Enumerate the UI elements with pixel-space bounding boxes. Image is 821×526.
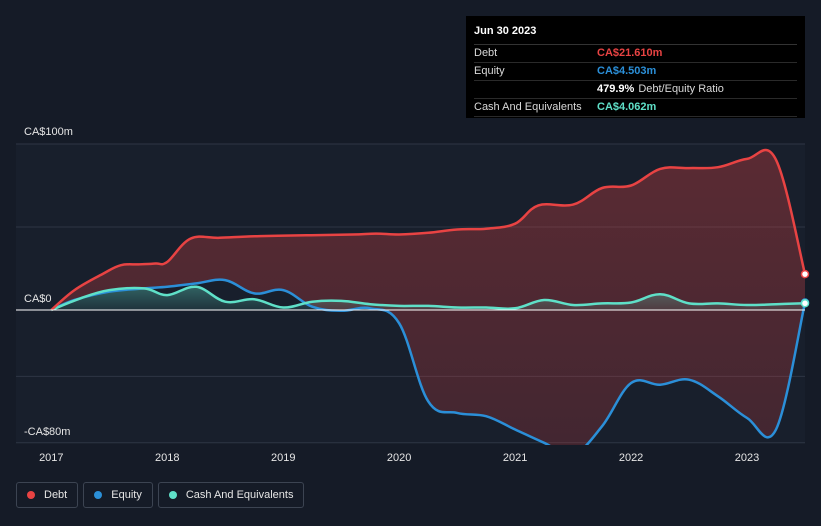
tooltip-panel: Jun 30 2023 Debt CA$21.610m Equity CA$4.… (466, 16, 805, 118)
legend-label: Equity (111, 489, 142, 501)
x-tick-label: 2019 (271, 452, 295, 464)
x-tick-label: 2020 (387, 452, 411, 464)
y-label-zero: CA$0 (24, 293, 52, 305)
tooltip-value-cash: CA$4.062m (597, 101, 657, 113)
legend-label: Cash And Equivalents (185, 489, 294, 501)
x-tick-label: 2023 (735, 452, 759, 464)
legend-item-debt[interactable]: Debt (16, 482, 79, 508)
debt-equity-area (51, 150, 805, 445)
tooltip-row-ratio: 479.9% Debt/Equity Ratio (474, 81, 797, 99)
tooltip-label: Equity (474, 65, 505, 77)
tooltip-row-debt: Debt CA$21.610m (474, 45, 797, 63)
tooltip-label: Cash And Equivalents (474, 101, 582, 113)
x-tick-label: 2021 (503, 452, 527, 464)
series-lines (50, 148, 806, 445)
x-axis-ticks: 2017 2018 2019 2020 2021 2022 2023 (39, 452, 759, 464)
debt-line (50, 148, 806, 311)
legend-item-cash[interactable]: Cash And Equivalents (157, 482, 305, 508)
debt-dot-icon (27, 491, 35, 499)
tooltip-label: Debt (474, 47, 498, 59)
x-tick-label: 2018 (155, 452, 179, 464)
tooltip-row-cash: Cash And Equivalents CA$4.062m (474, 99, 797, 117)
x-tick-label: 2022 (619, 452, 643, 464)
tooltip-value-ratio: 479.9% (597, 83, 635, 95)
tooltip-row-equity: Equity CA$4.503m (474, 63, 797, 81)
equity-line (50, 278, 806, 445)
tooltip-label (474, 81, 597, 98)
legend-item-equity[interactable]: Equity (83, 482, 153, 508)
tooltip-date: Jun 30 2023 (474, 22, 797, 45)
tooltip-ratio-label: Debt/Equity Ratio (638, 83, 724, 95)
debt-end-point (800, 269, 810, 279)
y-label-bottom: -CA$80m (24, 426, 70, 438)
cash-line (50, 285, 806, 312)
y-label-top: CA$100m (24, 126, 73, 138)
x-tick-label: 2017 (39, 452, 63, 464)
end-markers (800, 269, 810, 308)
tooltip-value-debt: CA$21.610m (597, 47, 663, 59)
legend-label: Debt (44, 489, 68, 501)
cash-end-point (800, 299, 810, 308)
cash-dot-icon (168, 491, 177, 499)
legend: Debt Equity Cash And Equivalents (16, 482, 305, 508)
equity-dot-icon (94, 491, 103, 499)
tooltip-value-equity: CA$4.503m (597, 65, 657, 77)
